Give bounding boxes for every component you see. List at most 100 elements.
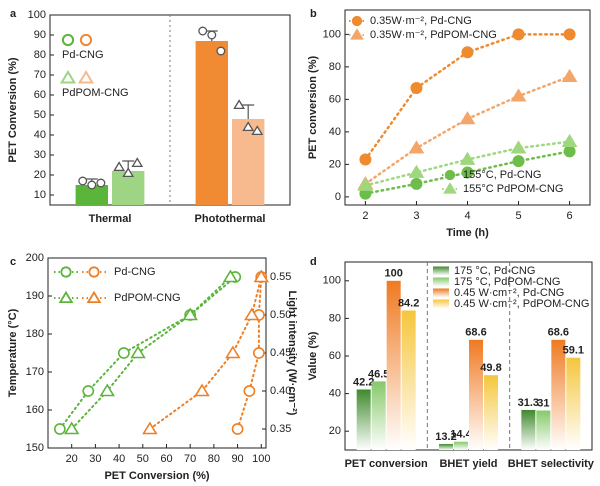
line [236, 276, 263, 430]
marker [242, 121, 255, 132]
y-tick-label: 80 [34, 49, 46, 61]
error-bar [242, 104, 255, 119]
x-tick-label: 40 [113, 453, 125, 465]
bar [386, 280, 401, 450]
x-tick-label: 90 [231, 453, 243, 465]
bar [551, 339, 566, 450]
marker [58, 290, 74, 304]
y-tick-label: 60 [329, 350, 341, 362]
marker [244, 307, 260, 321]
value-label: 84.2 [398, 297, 419, 309]
bar [356, 389, 371, 450]
legend-swatch [433, 299, 449, 309]
marker [563, 145, 576, 158]
marker [142, 421, 158, 435]
y2-axis-label: Light intensity (W·cm⁻²) [286, 291, 298, 416]
y-axis-label: Value (%) [307, 331, 319, 380]
x-tick-label: 20 [66, 453, 78, 465]
legend-label: 0.35W·m⁻², PdPOM-CNG [370, 29, 497, 41]
y-tick-label: 100 [28, 9, 46, 21]
marker [182, 307, 198, 321]
legend-swatch [433, 277, 449, 287]
x-tick-label: 5 [515, 210, 521, 222]
marker [408, 140, 425, 154]
legend-label: Pd-CNG [114, 266, 156, 278]
x-category-label: BHET selectivity [508, 458, 595, 470]
y2-tick-label: 0.40 [270, 385, 291, 397]
marker [253, 269, 269, 283]
panel-label: d [310, 256, 317, 268]
marker [216, 46, 226, 56]
x-category-label: PET conversion [345, 458, 428, 470]
panel-label: a [10, 8, 17, 20]
legend-label: 0.45 W·cm⁻², Pd-CNG [454, 287, 564, 299]
y-tick-label: 40 [329, 126, 341, 138]
y2-tick-label: 0.50 [270, 309, 291, 321]
marker [122, 167, 135, 178]
marker [251, 125, 264, 136]
marker [60, 266, 72, 278]
legend-label: PdPOM-CNG [114, 292, 181, 304]
y-tick-label: 40 [34, 129, 46, 141]
y-tick-label: 20 [329, 158, 341, 170]
y-tick-label: 190 [26, 290, 44, 302]
y-tick-label: 100 [323, 28, 341, 40]
marker [561, 133, 578, 148]
bar [469, 339, 483, 450]
marker [350, 28, 364, 40]
legend-label: 175 °C, PdPOM-CNG [454, 276, 560, 288]
y-tick-label: 60 [329, 93, 341, 105]
legend-label: PdPOM-CNG [62, 87, 129, 99]
value-label: 46.5 [368, 368, 389, 380]
x-axis-label: PET Conversion (%) [104, 470, 209, 482]
marker [96, 178, 106, 188]
marker [117, 347, 130, 359]
y-axis-label: PET conversion (%) [307, 56, 319, 160]
x-tick-label: 70 [184, 453, 196, 465]
marker [53, 423, 66, 435]
marker [78, 176, 88, 186]
y-tick-label: 70 [34, 69, 46, 81]
marker [408, 164, 425, 178]
x-tick-label: 60 [160, 453, 172, 465]
marker [77, 70, 95, 84]
x-tick-label: 100 [252, 453, 270, 465]
marker [225, 345, 241, 359]
marker [61, 33, 75, 47]
x-category-label: Thermal [89, 213, 132, 225]
marker [86, 290, 102, 304]
bar [536, 410, 551, 450]
panel-label: c [10, 256, 16, 268]
x-category-label: Photothermal [195, 213, 266, 225]
x-tick-label: 3 [413, 210, 419, 222]
value-label: 59.1 [563, 345, 584, 357]
marker [222, 269, 239, 283]
value-label: 14.4 [450, 429, 472, 441]
marker [88, 266, 100, 278]
x-axis-label: Time (h) [446, 227, 489, 239]
y-tick-label: 10 [34, 189, 46, 201]
marker [510, 140, 527, 154]
marker [82, 385, 95, 397]
value-label: 68.6 [548, 327, 569, 339]
marker [461, 166, 474, 179]
y-tick-label: 50 [34, 109, 46, 121]
y-tick-label: 160 [26, 404, 44, 416]
marker [561, 68, 578, 83]
marker [99, 383, 115, 397]
value-label: 42.2 [353, 376, 374, 388]
marker [510, 88, 527, 102]
marker [444, 169, 456, 181]
marker [194, 383, 210, 397]
y-tick-label: 20 [329, 425, 341, 437]
marker [512, 155, 525, 168]
y-tick-label: 0 [335, 191, 341, 203]
bar [401, 310, 416, 450]
y-tick-label: 40 [329, 388, 341, 400]
legend-label: 155°C, Pd-CNG [463, 169, 541, 181]
marker [563, 28, 576, 41]
marker [233, 99, 246, 110]
marker [87, 180, 97, 190]
marker [231, 423, 244, 435]
bar [566, 357, 581, 450]
